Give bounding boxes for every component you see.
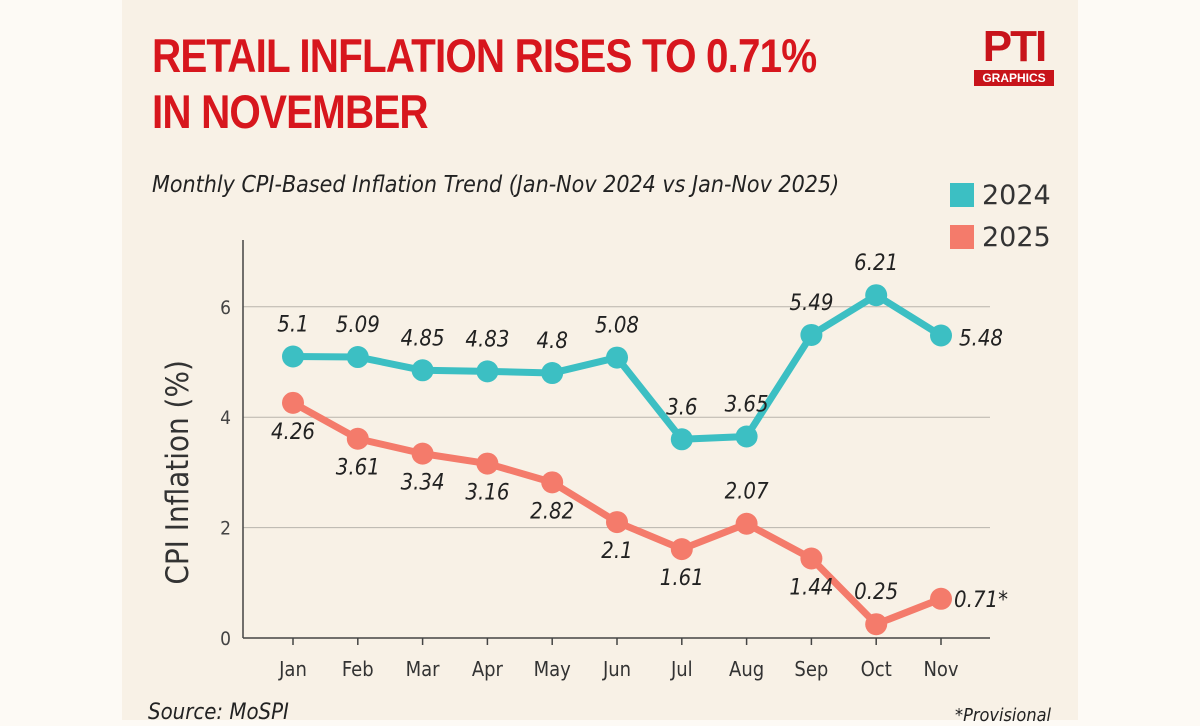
x-tick-label: Nov xyxy=(923,657,958,681)
x-tick-label: Oct xyxy=(861,657,892,681)
data-point-2025 xyxy=(930,587,952,610)
data-label-2024: 5.1 xyxy=(277,312,308,337)
x-tick-label: Jan xyxy=(278,657,307,681)
data-label-2024: 4.85 xyxy=(401,326,445,351)
data-label-2024: 3.6 xyxy=(666,395,697,420)
x-tick-label: Jul xyxy=(670,657,693,681)
data-point-2024 xyxy=(670,428,693,451)
chart-subtitle: Monthly CPI-Based Inflation Trend (Jan-N… xyxy=(152,172,840,198)
data-point-2025 xyxy=(800,547,823,570)
x-tick-label: Apr xyxy=(472,657,504,681)
headline-line-1: RETAIL INFLATION RISES TO 0.71% xyxy=(152,29,817,82)
y-tick-label: 2 xyxy=(220,518,231,540)
data-label-2024: 5.09 xyxy=(336,313,380,338)
data-label-2025: 2.82 xyxy=(530,499,574,524)
y-tick-label: 4 xyxy=(220,407,231,429)
data-point-2025 xyxy=(476,452,499,475)
y-tick-label: 6 xyxy=(220,297,231,319)
data-point-2024 xyxy=(346,346,369,369)
data-point-2024 xyxy=(800,323,823,346)
data-point-2024 xyxy=(930,324,952,347)
data-point-2024 xyxy=(865,284,888,307)
data-label-2025: 2.1 xyxy=(601,539,632,564)
data-label-2024: 6.21 xyxy=(854,251,898,276)
data-point-2025 xyxy=(606,511,628,534)
logo-subtext: GRAPHICS xyxy=(974,70,1054,86)
data-point-2024 xyxy=(476,360,499,383)
data-point-2025 xyxy=(735,512,758,535)
data-point-2024 xyxy=(541,362,564,385)
data-point-2024 xyxy=(606,346,628,369)
data-point-2025 xyxy=(865,613,888,636)
data-point-2024 xyxy=(735,425,758,448)
data-point-2025 xyxy=(411,442,434,465)
provisional-note: *Provisional xyxy=(955,705,1052,726)
logo-text: PTI xyxy=(982,22,1047,71)
data-label-2025: 4.26 xyxy=(271,420,315,445)
data-point-2024 xyxy=(411,359,434,382)
data-label-2025: 3.16 xyxy=(465,481,509,506)
data-label-2024: 5.08 xyxy=(595,314,639,339)
data-label-2025: 0.71* xyxy=(954,588,1008,613)
x-tick-label: Sep xyxy=(794,657,828,681)
data-label-2025: 3.34 xyxy=(401,471,445,496)
legend-label: 2025 xyxy=(982,221,1051,253)
legend-label: 2024 xyxy=(982,179,1051,211)
legend: 2024 2025 xyxy=(950,174,1051,258)
data-label-2024: 5.49 xyxy=(789,291,833,316)
data-label-2025: 1.44 xyxy=(789,576,833,601)
data-label-2024: 4.8 xyxy=(536,329,567,354)
pti-graphics-logo: PTI GRAPHICS xyxy=(974,24,1054,86)
source-note: Source: MoSPI xyxy=(148,700,289,725)
data-point-2025 xyxy=(670,538,693,561)
x-tick-label: Aug xyxy=(729,657,764,681)
legend-item-2024: 2024 xyxy=(950,174,1051,216)
data-label-2025: 2.07 xyxy=(725,480,769,505)
headline: RETAIL INFLATION RISES TO 0.71% IN NOVEM… xyxy=(152,28,926,140)
data-point-2025 xyxy=(282,391,304,414)
x-tick-label: May xyxy=(534,657,572,681)
data-label-2024: 5.48 xyxy=(959,327,1003,352)
data-point-2025 xyxy=(346,427,369,450)
x-tick-label: Mar xyxy=(406,657,441,681)
data-point-2025 xyxy=(541,471,564,494)
data-label-2025: 0.25 xyxy=(854,580,898,605)
y-tick-label: 0 xyxy=(220,628,231,650)
x-tick-label: Jun xyxy=(602,657,631,681)
data-point-2024 xyxy=(282,345,304,368)
legend-swatch xyxy=(950,183,974,207)
x-tick-label: Feb xyxy=(342,657,374,681)
data-label-2024: 3.65 xyxy=(725,393,769,418)
legend-item-2025: 2025 xyxy=(950,216,1051,258)
headline-line-2: IN NOVEMBER xyxy=(152,85,429,138)
legend-swatch xyxy=(950,225,974,249)
data-label-2025: 3.61 xyxy=(336,456,380,481)
data-label-2024: 4.83 xyxy=(465,327,509,352)
y-axis-title: CPI Inflation (%) xyxy=(160,360,196,584)
data-label-2025: 1.61 xyxy=(660,566,704,591)
